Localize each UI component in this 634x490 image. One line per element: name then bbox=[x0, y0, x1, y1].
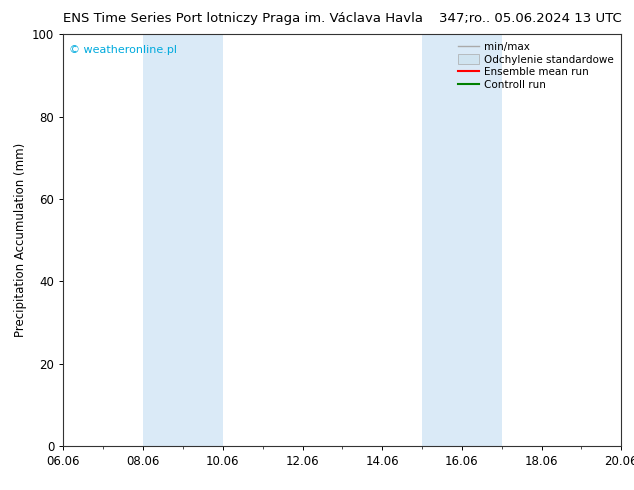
Text: ENS Time Series Port lotniczy Praga im. Václava Havla: ENS Time Series Port lotniczy Praga im. … bbox=[63, 12, 424, 25]
Legend: min/max, Odchylenie standardowe, Ensemble mean run, Controll run: min/max, Odchylenie standardowe, Ensembl… bbox=[456, 40, 616, 93]
Text: 347;ro.. 05.06.2024 13 UTC: 347;ro.. 05.06.2024 13 UTC bbox=[439, 12, 621, 25]
Bar bbox=[422, 34, 501, 446]
Y-axis label: Precipitation Accumulation (mm): Precipitation Accumulation (mm) bbox=[13, 143, 27, 337]
Text: © weatheronline.pl: © weatheronline.pl bbox=[69, 45, 177, 54]
Bar bbox=[143, 34, 223, 446]
